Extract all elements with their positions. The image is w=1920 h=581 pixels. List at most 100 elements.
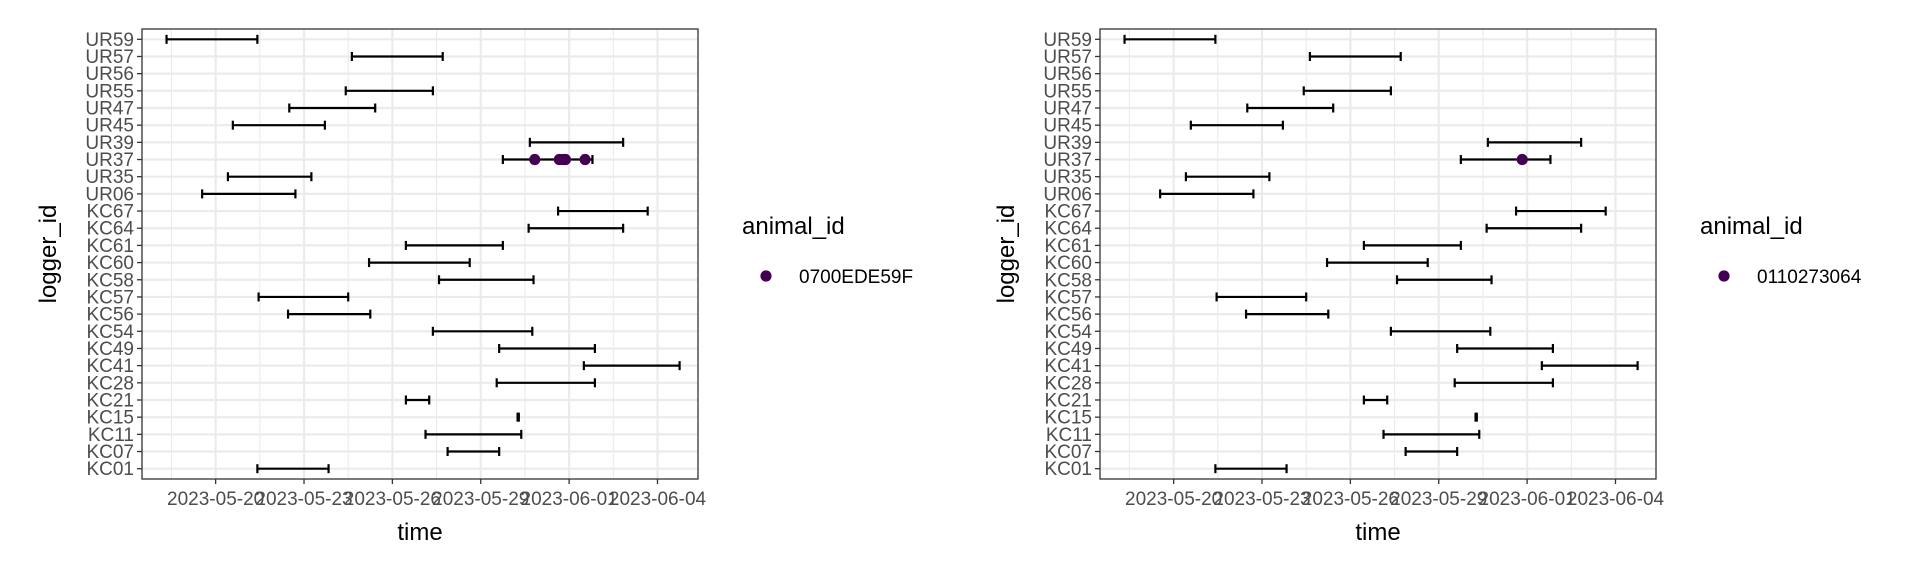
interval-UR57 — [350, 51, 444, 61]
x-axis-title: time — [1355, 519, 1400, 546]
y-tick-label: UR56 — [1043, 64, 1092, 85]
x-tick-label: 2023-05-26 — [1302, 489, 1399, 510]
y-tick-label: KC58 — [86, 270, 134, 291]
interval-KC28 — [1453, 378, 1555, 388]
y-tick-label: UR45 — [1043, 116, 1092, 137]
interval-KC07 — [1404, 447, 1459, 457]
y-tick-label: UR06 — [85, 184, 134, 205]
legend-title: animal_id — [1700, 213, 1803, 240]
legend-label: 0110273064 — [1757, 267, 1862, 288]
y-tick-label: UR57 — [1043, 47, 1092, 68]
y-axis-title: logger_id — [993, 205, 1020, 304]
interval-KC57 — [257, 292, 350, 302]
y-tick-label: UR35 — [85, 167, 134, 188]
interval-KC49 — [498, 343, 597, 353]
interval-KC61 — [1362, 240, 1462, 250]
y-tick-label: UR59 — [1043, 30, 1092, 51]
data-point — [579, 153, 591, 166]
y-tick-label: UR56 — [85, 64, 134, 85]
y-tick-label: UR55 — [1043, 81, 1092, 102]
x-tick-label: 2023-05-29 — [1390, 489, 1487, 510]
interval-KC41 — [1540, 361, 1639, 371]
y-tick-label: KC57 — [86, 287, 134, 308]
data-point — [529, 153, 541, 166]
y-tick-label: UR57 — [85, 47, 134, 68]
y-tick-label: KC11 — [1046, 425, 1092, 446]
interval-KC56 — [286, 309, 372, 319]
legend-key — [760, 270, 772, 282]
y-tick-label: KC64 — [86, 219, 134, 240]
interval-KC58 — [1395, 275, 1493, 285]
y-tick-label: KC49 — [86, 339, 134, 360]
interval-UR59 — [1123, 34, 1217, 44]
y-tick-label: KC56 — [1044, 305, 1092, 326]
interval-KC28 — [495, 378, 597, 388]
y-tick-label: UR47 — [85, 99, 134, 120]
interval-UR45 — [231, 120, 326, 130]
y-tick-label: KC54 — [86, 322, 134, 343]
plot-border — [141, 28, 699, 480]
y-tick-label: UR37 — [85, 150, 134, 171]
y-tick-label: UR37 — [1043, 150, 1092, 171]
y-tick-label: UR39 — [1043, 133, 1092, 154]
interval-UR37 — [501, 155, 594, 165]
interval-UR59 — [165, 34, 259, 44]
x-tick-label: 2023-05-23 — [1213, 489, 1310, 510]
y-axis-title: logger_id — [35, 205, 62, 304]
interval-KC01 — [1214, 464, 1288, 474]
y-tick-label: KC61 — [86, 236, 134, 257]
interval-KC56 — [1244, 309, 1330, 319]
interval-UR06 — [1159, 189, 1255, 199]
interval-UR47 — [1246, 103, 1335, 113]
plot-background — [142, 29, 698, 479]
plot-border — [1099, 28, 1657, 480]
interval-KC01 — [256, 464, 330, 474]
y-tick-label: KC57 — [1044, 287, 1092, 308]
interval-KC49 — [1456, 343, 1555, 353]
interval-UR57 — [1308, 51, 1402, 61]
y-tick-label: UR45 — [85, 116, 134, 137]
x-axis-title: time — [397, 519, 442, 546]
data-point — [1516, 153, 1528, 166]
interval-UR55 — [344, 86, 434, 96]
interval-KC11 — [424, 429, 523, 439]
interval-UR39 — [528, 137, 625, 147]
interval-UR39 — [1486, 137, 1583, 147]
y-tick-label: KC15 — [1044, 408, 1092, 429]
legend: animal_id 0700EDE59F — [742, 213, 913, 288]
interval-KC15 — [516, 412, 520, 422]
interval-KC54 — [431, 326, 534, 336]
y-tick-label: KC28 — [86, 373, 134, 394]
interval-KC61 — [404, 240, 504, 250]
y-tick-label: KC21 — [86, 390, 134, 411]
y-tick-label: KC61 — [1044, 236, 1092, 257]
interval-KC21 — [404, 395, 431, 405]
chart-panel-right: KC01KC07KC11KC15KC21KC28KC41KC49KC54KC56… — [993, 28, 1862, 546]
legend-key — [1718, 270, 1730, 282]
y-tick-label: KC28 — [1044, 373, 1092, 394]
chart-panel-left: KC01KC07KC11KC15KC21KC28KC41KC49KC54KC56… — [35, 28, 913, 546]
y-tick-label: KC60 — [1044, 253, 1092, 274]
y-tick-label: KC67 — [86, 202, 134, 223]
y-tick-label: UR35 — [1043, 167, 1092, 188]
y-tick-label: KC67 — [1044, 202, 1092, 223]
y-tick-label: UR47 — [1043, 99, 1092, 120]
x-tick-label: 2023-05-20 — [1125, 489, 1222, 510]
y-tick-label: UR55 — [85, 81, 134, 102]
interval-KC60 — [367, 258, 471, 268]
x-tick-label: 2023-05-26 — [344, 489, 441, 510]
interval-KC60 — [1325, 258, 1429, 268]
y-tick-label: KC41 — [86, 356, 134, 377]
interval-UR55 — [1302, 86, 1392, 96]
interval-KC21 — [1362, 395, 1389, 405]
y-tick-label: KC07 — [86, 442, 134, 463]
interval-UR35 — [226, 172, 313, 182]
interval-KC41 — [582, 361, 681, 371]
interval-UR47 — [288, 103, 377, 113]
interval-KC64 — [1485, 223, 1583, 233]
legend-title: animal_id — [742, 213, 845, 240]
x-tick-label: 2023-05-20 — [167, 489, 264, 510]
plot-background — [1100, 29, 1656, 479]
y-tick-label: KC49 — [1044, 339, 1092, 360]
